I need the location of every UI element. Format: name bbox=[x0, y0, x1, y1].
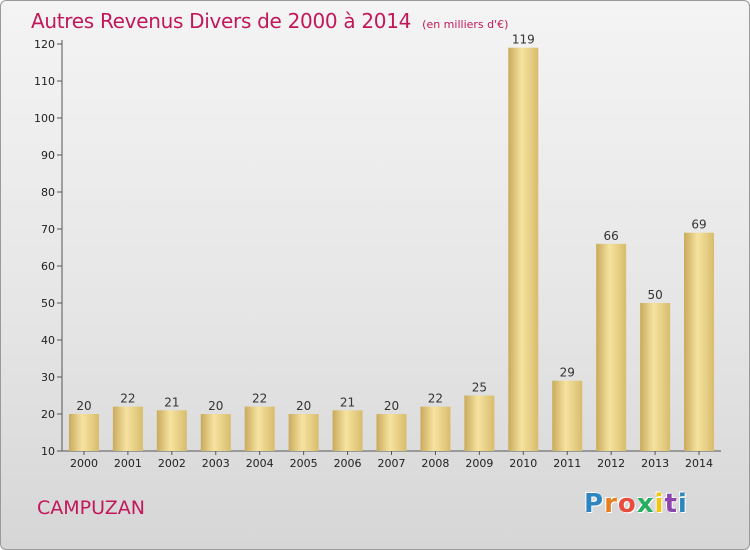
data-label: 66 bbox=[604, 229, 619, 243]
x-tick-label: 2007 bbox=[378, 457, 406, 470]
y-tick-label: 80 bbox=[41, 186, 55, 199]
x-tick-label: 2001 bbox=[114, 457, 142, 470]
bar bbox=[200, 414, 231, 451]
logo-letter: o bbox=[617, 489, 637, 519]
y-tick-label: 70 bbox=[41, 223, 55, 236]
y-tick-label: 10 bbox=[41, 445, 55, 458]
bar bbox=[156, 410, 187, 451]
bar bbox=[640, 303, 671, 451]
chart-subtitle: (en milliers d'€) bbox=[422, 18, 509, 31]
y-tick-label: 90 bbox=[41, 149, 55, 162]
bar bbox=[596, 243, 627, 451]
chart-bars bbox=[68, 47, 715, 451]
x-tick-label: 2000 bbox=[70, 457, 98, 470]
logo-letter: i bbox=[654, 489, 665, 519]
data-label: 29 bbox=[560, 366, 575, 380]
y-tick-label: 60 bbox=[41, 260, 55, 273]
logo-letter: P bbox=[584, 489, 605, 519]
x-tick-label: 2006 bbox=[334, 457, 362, 470]
data-label: 21 bbox=[340, 395, 355, 409]
bar bbox=[508, 47, 539, 451]
logo-letter: i bbox=[677, 489, 688, 519]
data-label: 50 bbox=[647, 288, 662, 302]
bar bbox=[244, 406, 275, 451]
x-tick-label: 2005 bbox=[290, 457, 318, 470]
logo-letter: t bbox=[664, 489, 678, 519]
data-label: 20 bbox=[296, 399, 311, 413]
x-tick-label: 2003 bbox=[202, 457, 230, 470]
bar bbox=[552, 380, 583, 451]
y-tick-label: 20 bbox=[41, 408, 55, 421]
x-tick-label: 2002 bbox=[158, 457, 186, 470]
y-tick-label: 30 bbox=[41, 371, 55, 384]
data-label: 22 bbox=[252, 392, 267, 406]
y-tick-label: 100 bbox=[34, 112, 55, 125]
bar bbox=[464, 395, 495, 451]
x-tick-label: 2012 bbox=[597, 457, 625, 470]
commune-name: CAMPUZAN bbox=[37, 497, 145, 519]
bar bbox=[376, 414, 407, 451]
bar bbox=[288, 414, 319, 451]
chart-labels: 2000 20 2001 22 2002 21 2003 20 2004 22 2005 20 2006… bbox=[70, 33, 713, 470]
x-tick-label: 2009 bbox=[465, 457, 493, 470]
data-label: 22 bbox=[428, 392, 443, 406]
bar bbox=[684, 232, 715, 451]
data-label: 22 bbox=[120, 392, 135, 406]
bar bbox=[420, 406, 451, 451]
data-label: 21 bbox=[164, 395, 179, 409]
proxiti-logo[interactable]: Proxiti bbox=[584, 489, 688, 519]
y-tick-label: 120 bbox=[34, 38, 55, 51]
x-tick-label: 2011 bbox=[553, 457, 581, 470]
data-label: 20 bbox=[76, 399, 91, 413]
y-tick-label: 40 bbox=[41, 334, 55, 347]
x-tick-label: 2004 bbox=[246, 457, 274, 470]
title-line: Autres Revenus Divers de 2000 à 2014 (en… bbox=[31, 9, 508, 33]
x-tick-label: 2013 bbox=[641, 457, 669, 470]
bar bbox=[68, 414, 99, 451]
y-tick-label: 110 bbox=[34, 75, 55, 88]
data-label: 20 bbox=[208, 399, 223, 413]
logo-letter: r bbox=[604, 489, 618, 519]
chart-axes: 10 20 30 40 50 60 70 80 90 100 110 120 bbox=[34, 38, 721, 458]
bar bbox=[112, 406, 143, 451]
y-tick-label: 50 bbox=[41, 297, 55, 310]
x-tick-label: 2008 bbox=[421, 457, 449, 470]
bar bbox=[332, 410, 363, 451]
logo-letter: x bbox=[636, 489, 655, 519]
data-label: 69 bbox=[691, 218, 706, 232]
data-label: 119 bbox=[512, 33, 535, 47]
data-label: 25 bbox=[472, 381, 487, 395]
data-label: 20 bbox=[384, 399, 399, 413]
x-tick-label: 2014 bbox=[685, 457, 713, 470]
x-tick-label: 2010 bbox=[509, 457, 537, 470]
chart-title: Autres Revenus Divers de 2000 à 2014 bbox=[31, 9, 412, 33]
